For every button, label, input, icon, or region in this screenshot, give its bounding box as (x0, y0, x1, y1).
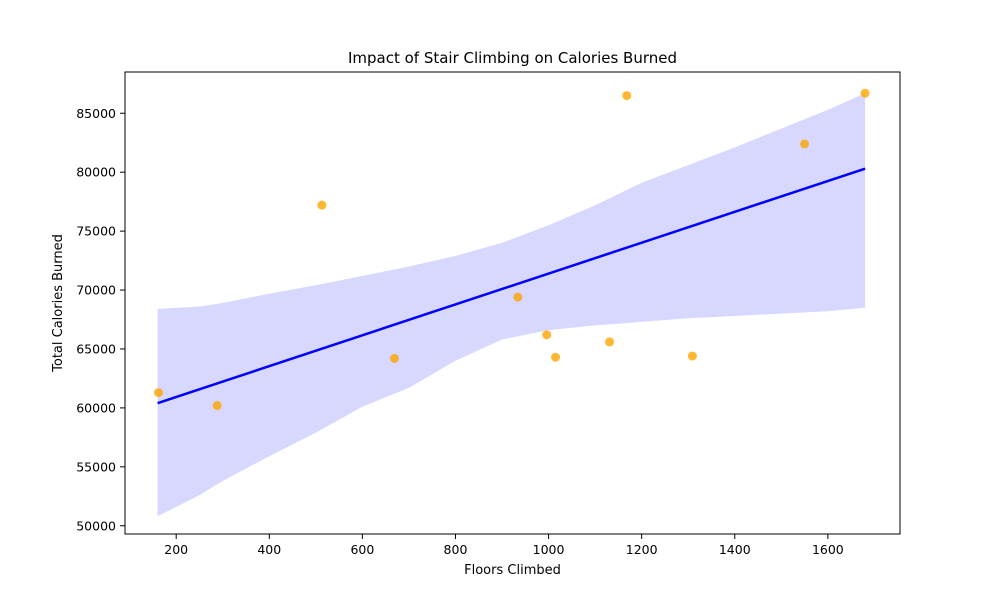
data-points-layer (154, 88, 870, 411)
data-point (212, 401, 222, 411)
y-tick-label: 55000 (76, 459, 116, 474)
y-axis-ticks: 50000 55000 60000 65000 70000 75000 80000 85000 (76, 106, 125, 533)
data-point (551, 352, 561, 362)
x-tick-label: 1000 (533, 542, 565, 557)
data-point (605, 337, 615, 347)
y-tick-label: 50000 (76, 518, 116, 533)
y-tick-label: 70000 (76, 283, 116, 298)
x-tick-label: 200 (164, 542, 188, 557)
data-point (390, 353, 400, 363)
data-point (542, 330, 552, 340)
y-tick-label: 75000 (76, 224, 116, 239)
chart-title: Impact of Stair Climbing on Calories Bur… (348, 49, 677, 67)
x-axis-ticks: 200 400 600 800 1000 1200 1400 1600 (164, 534, 844, 557)
data-point (154, 388, 164, 398)
x-tick-label: 600 (350, 542, 374, 557)
x-axis-label: Floors Climbed (464, 563, 561, 578)
plot-frame (124, 71, 901, 535)
y-tick-label: 65000 (76, 341, 116, 356)
regression-line-layer (157, 167, 866, 405)
x-tick-label: 1600 (812, 542, 844, 557)
x-tick-label: 800 (444, 542, 468, 557)
x-tick-label: 400 (257, 542, 281, 557)
regression-line (157, 167, 866, 405)
data-point (800, 139, 810, 149)
data-point (317, 200, 327, 210)
confidence-band (157, 93, 866, 517)
y-tick-label: 80000 (76, 165, 116, 180)
y-axis-label: Total Calories Burned (51, 234, 66, 373)
data-point (860, 88, 870, 98)
x-tick-label: 1200 (626, 542, 658, 557)
x-tick-label: 1400 (719, 542, 751, 557)
data-point (513, 292, 523, 302)
confidence-band-layer (157, 93, 866, 517)
data-point (622, 91, 632, 101)
y-tick-label: 85000 (76, 106, 116, 121)
y-tick-label: 60000 (76, 400, 116, 415)
data-point (687, 351, 697, 361)
